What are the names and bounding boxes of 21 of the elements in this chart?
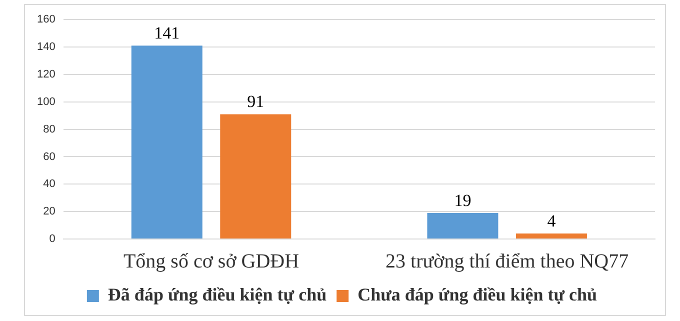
y-tick-label: 120 xyxy=(36,68,56,80)
y-tick-label: 20 xyxy=(43,206,56,218)
y-tick-label: 60 xyxy=(43,150,56,163)
y-tick-label: 40 xyxy=(43,178,56,190)
bar xyxy=(516,234,587,238)
data-label: 19 xyxy=(454,190,472,210)
y-tick-label: 100 xyxy=(36,96,56,108)
bar xyxy=(427,212,498,238)
bar xyxy=(131,46,202,238)
y-tick-label: 80 xyxy=(43,123,56,136)
legend-label: Đã đáp ứng điều kiện tự chủ xyxy=(108,284,327,305)
data-label: 4 xyxy=(547,211,556,230)
y-tick-label: 160 xyxy=(36,14,56,26)
legend-label: Chưa đáp ứng điều kiện tự chủ xyxy=(358,284,598,305)
y-tick-label: 140 xyxy=(36,41,56,54)
x-tick-label: 23 trường thí điểm theo NQ77 xyxy=(386,250,629,272)
y-tick-label: 0 xyxy=(49,233,56,246)
data-label: 141 xyxy=(154,24,180,43)
bar xyxy=(220,114,292,238)
data-label: 91 xyxy=(247,92,264,112)
x-tick-label: Tổng số cơ sở GDĐH xyxy=(123,250,300,272)
